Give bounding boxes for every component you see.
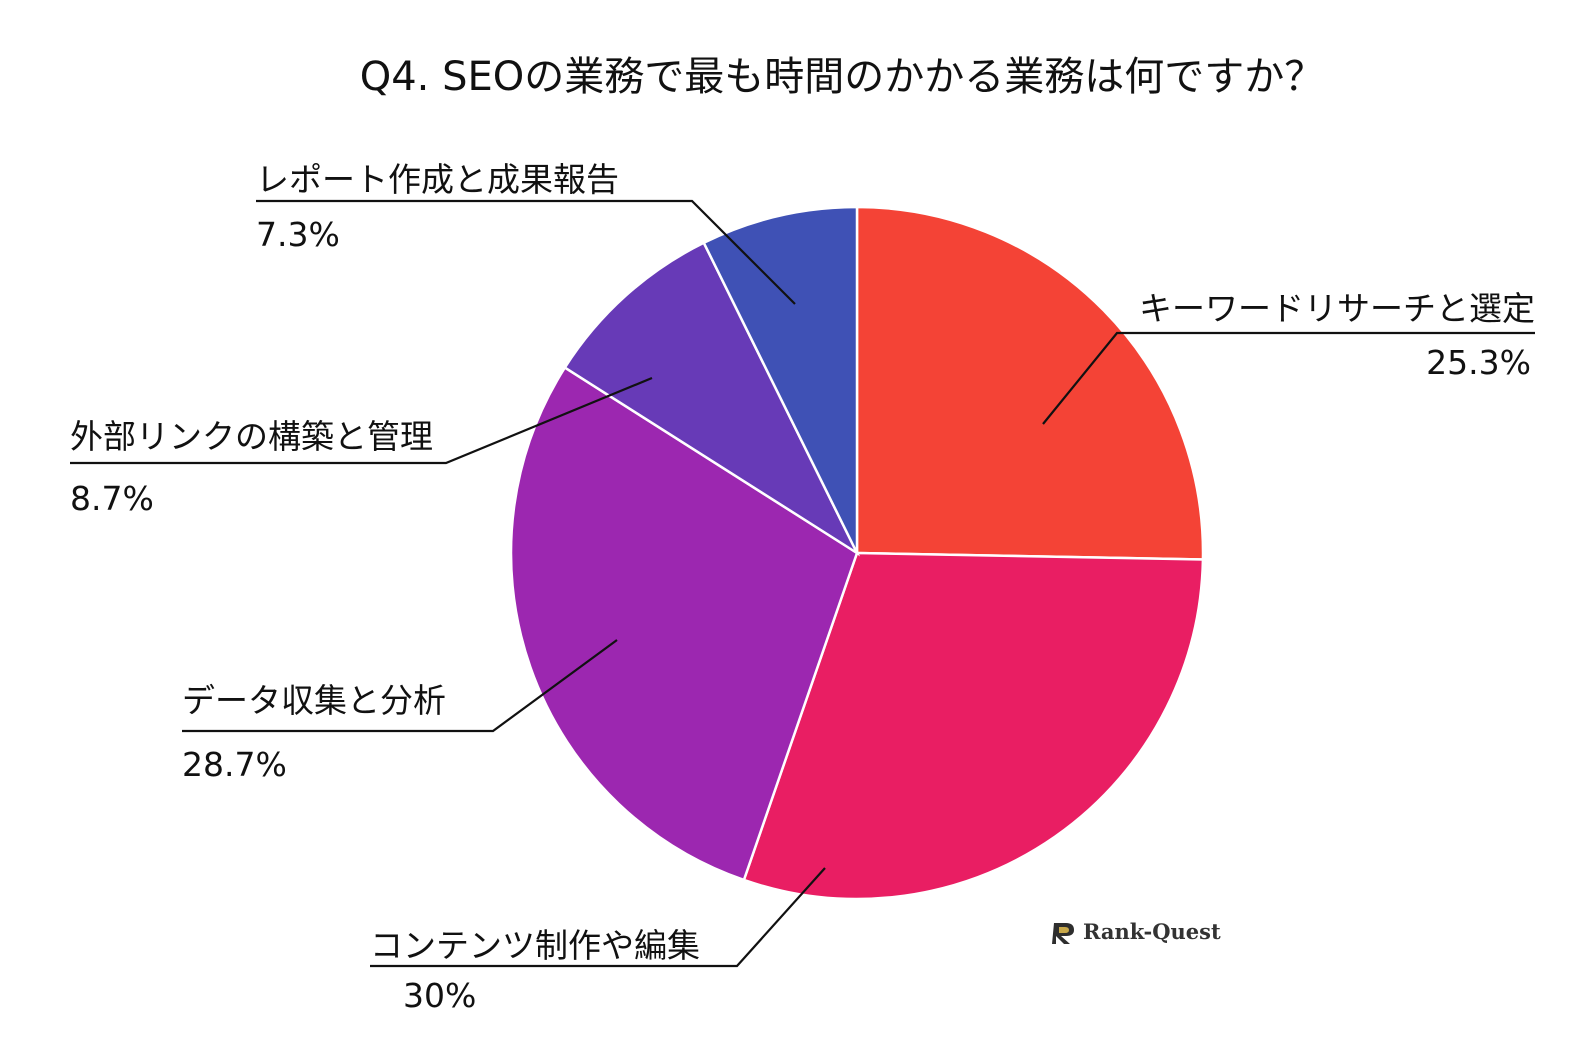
rank-quest-logo-icon <box>1052 923 1074 944</box>
slice-value-external-links: 8.7% <box>70 479 154 518</box>
leader-line-external-links <box>70 376 653 465</box>
leader-line-content-production <box>370 867 826 968</box>
pie-slice-reporting <box>702 205 859 554</box>
leader-line-keyword-research <box>1042 331 1535 425</box>
slice-value-reporting: 7.3% <box>256 215 340 254</box>
pie-slice-keyword-research <box>855 205 1205 561</box>
slice-value-data-analysis: 28.7% <box>182 745 287 784</box>
pie-slice-external-links <box>563 241 861 557</box>
watermark-logo: Rank-Quest <box>1052 919 1221 944</box>
leader-line-reporting <box>256 199 796 305</box>
pie-slice-content-production <box>742 551 1205 901</box>
slice-value-content-production: 30% <box>403 976 476 1015</box>
chart-title: Q4. SEOの業務で最も時間のかかる業務は何ですか？ <box>360 54 1325 100</box>
slice-value-keyword-research: 25.3% <box>1426 343 1531 382</box>
slice-label-data-analysis: データ収集と分析 <box>182 681 446 720</box>
pie-slice-data-analysis <box>509 365 859 882</box>
leader-line-data-analysis <box>182 639 618 733</box>
slice-label-keyword-research: キーワードリサーチと選定 <box>1139 289 1535 328</box>
slice-label-content-production: コンテンツ制作や編集 <box>370 926 700 965</box>
slice-label-reporting: レポート作成と成果報告 <box>256 160 619 199</box>
slice-label-external-links: 外部リンクの構築と管理 <box>70 417 433 456</box>
watermark-text: Rank-Quest <box>1083 919 1221 944</box>
